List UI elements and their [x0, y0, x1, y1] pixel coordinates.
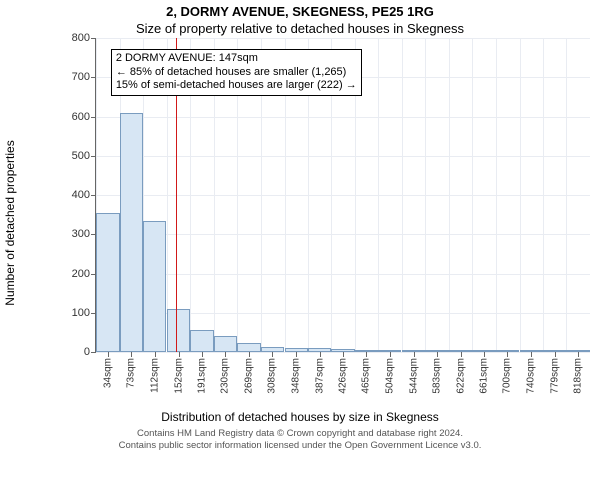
- histogram-bar: [143, 221, 166, 352]
- x-tick-label: 112sqm: [149, 358, 160, 393]
- x-tick-label: 152sqm: [173, 358, 184, 394]
- x-tick-mark: [437, 352, 438, 357]
- gridline-vertical: [496, 38, 497, 352]
- histogram-bar: [214, 336, 237, 352]
- x-tick-mark: [131, 352, 132, 357]
- gridline-horizontal: [96, 234, 590, 235]
- annotation-line-1: 2 DORMY AVENUE: 147sqm: [116, 52, 357, 66]
- gridline-vertical: [378, 38, 379, 352]
- annotation-line-3: 15% of semi-detached houses are larger (…: [116, 79, 357, 93]
- gridline-vertical: [425, 38, 426, 352]
- x-tick-mark: [507, 352, 508, 357]
- y-tick-mark: [91, 156, 96, 157]
- x-tick-mark: [320, 352, 321, 357]
- x-tick-label: 465sqm: [361, 358, 372, 394]
- x-tick-label: 34sqm: [102, 358, 113, 388]
- y-tick-label: 500: [72, 150, 90, 162]
- x-tick-label: 426sqm: [338, 358, 349, 394]
- y-tick-label: 200: [72, 268, 90, 280]
- y-tick-label: 0: [84, 346, 90, 358]
- gridline-horizontal: [96, 117, 590, 118]
- y-tick-label: 400: [72, 189, 90, 201]
- y-tick-mark: [91, 352, 96, 353]
- histogram-bar: [96, 213, 119, 352]
- page-title: 2, DORMY AVENUE, SKEGNESS, PE25 1RG: [0, 0, 600, 19]
- y-tick-mark: [91, 274, 96, 275]
- y-tick-label: 300: [72, 228, 90, 240]
- x-tick-mark: [202, 352, 203, 357]
- gridline-horizontal: [96, 274, 590, 275]
- gridline-horizontal: [96, 195, 590, 196]
- gridline-vertical: [472, 38, 473, 352]
- x-axis-label: Distribution of detached houses by size …: [0, 410, 600, 424]
- x-tick-label: 583sqm: [432, 358, 443, 394]
- footer-line-2: Contains public sector information licen…: [0, 440, 600, 452]
- x-tick-label: 73sqm: [126, 358, 137, 388]
- footer-line-1: Contains HM Land Registry data © Crown c…: [0, 428, 600, 440]
- x-tick-mark: [390, 352, 391, 357]
- x-tick-label: 740sqm: [526, 358, 537, 394]
- histogram-bar: [120, 113, 143, 352]
- x-tick-mark: [484, 352, 485, 357]
- gridline-horizontal: [96, 38, 590, 39]
- x-tick-label: 308sqm: [267, 358, 278, 394]
- y-tick-mark: [91, 38, 96, 39]
- y-tick-mark: [91, 313, 96, 314]
- histogram-chart: Number of detached properties 0100200300…: [60, 38, 590, 408]
- y-tick-label: 600: [72, 111, 90, 123]
- page-subtitle: Size of property relative to detached ho…: [0, 19, 600, 38]
- y-tick-mark: [91, 234, 96, 235]
- y-tick-mark: [91, 195, 96, 196]
- y-tick-mark: [91, 117, 96, 118]
- gridline-vertical: [566, 38, 567, 352]
- x-tick-label: 387sqm: [314, 358, 325, 394]
- x-tick-mark: [555, 352, 556, 357]
- x-tick-mark: [296, 352, 297, 357]
- x-tick-label: 348sqm: [291, 358, 302, 394]
- histogram-bar: [237, 343, 260, 352]
- x-tick-label: 544sqm: [408, 358, 419, 394]
- x-tick-label: 230sqm: [220, 358, 231, 394]
- x-tick-mark: [366, 352, 367, 357]
- gridline-vertical: [402, 38, 403, 352]
- x-tick-mark: [461, 352, 462, 357]
- annotation-box: 2 DORMY AVENUE: 147sqm ← 85% of detached…: [111, 49, 362, 96]
- x-tick-label: 700sqm: [502, 358, 513, 394]
- annotation-line-2: ← 85% of detached houses are smaller (1,…: [116, 66, 357, 80]
- y-tick-label: 700: [72, 71, 90, 83]
- x-tick-label: 818sqm: [573, 358, 584, 394]
- gridline-vertical: [449, 38, 450, 352]
- x-tick-label: 779sqm: [549, 358, 560, 394]
- y-tick-label: 100: [72, 307, 90, 319]
- x-tick-mark: [578, 352, 579, 357]
- x-tick-label: 661sqm: [478, 358, 489, 394]
- x-tick-label: 504sqm: [384, 358, 395, 394]
- x-tick-mark: [249, 352, 250, 357]
- x-tick-mark: [272, 352, 273, 357]
- gridline-vertical: [520, 38, 521, 352]
- x-tick-mark: [531, 352, 532, 357]
- x-tick-mark: [108, 352, 109, 357]
- y-tick-label: 800: [72, 32, 90, 44]
- histogram-bar: [190, 330, 213, 352]
- x-tick-label: 269sqm: [243, 358, 254, 394]
- x-tick-label: 191sqm: [197, 358, 208, 394]
- gridline-vertical: [543, 38, 544, 352]
- y-axis-label: Number of detached properties: [3, 140, 17, 305]
- x-tick-mark: [343, 352, 344, 357]
- x-tick-mark: [225, 352, 226, 357]
- x-tick-mark: [155, 352, 156, 357]
- histogram-bar: [167, 309, 190, 352]
- y-tick-mark: [91, 77, 96, 78]
- plot-area: 010020030040050060070080034sqm73sqm112sq…: [95, 38, 590, 353]
- x-tick-mark: [414, 352, 415, 357]
- attribution-footer: Contains HM Land Registry data © Crown c…: [0, 428, 600, 452]
- x-tick-mark: [179, 352, 180, 357]
- gridline-horizontal: [96, 156, 590, 157]
- x-tick-label: 622sqm: [455, 358, 466, 394]
